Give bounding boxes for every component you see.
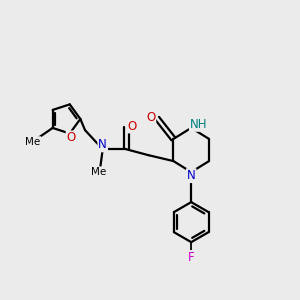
Text: N: N (98, 138, 107, 151)
Text: Me: Me (91, 167, 106, 177)
Text: Me: Me (25, 137, 40, 147)
Text: N: N (187, 169, 196, 182)
Text: F: F (188, 251, 194, 264)
Text: NH: NH (190, 118, 207, 131)
Text: O: O (127, 119, 136, 133)
Text: O: O (146, 111, 155, 124)
Text: O: O (67, 131, 76, 144)
